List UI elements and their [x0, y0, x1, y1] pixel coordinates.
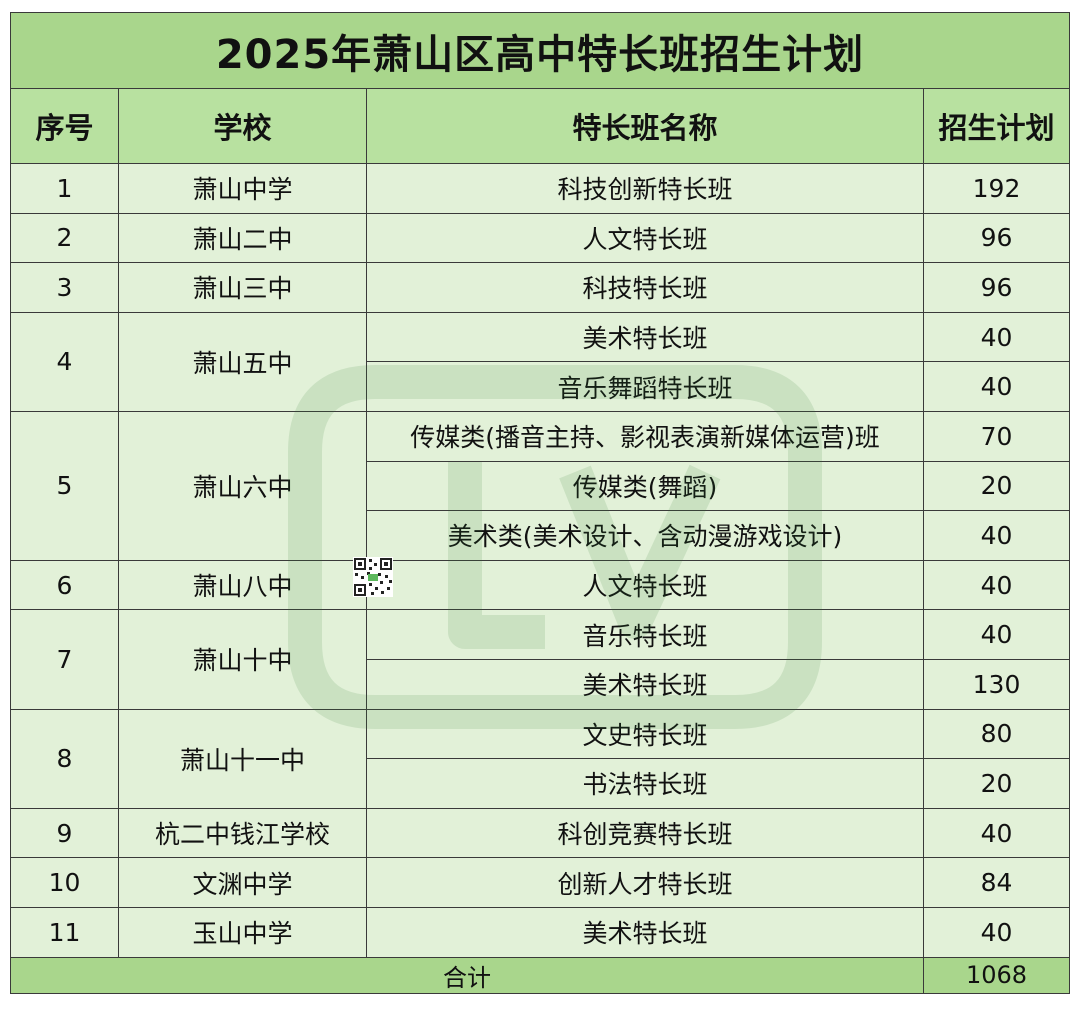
class-name: 美术特长班 — [366, 658, 924, 710]
table-body: 1 萧山中学 科技创新特长班 192 2 萧山二中 人文特长班 96 3 萧山三中 科技特长班 96 4… — [10, 163, 1071, 958]
row-number: 4 — [10, 311, 119, 412]
school-name: 萧山五中 — [118, 311, 367, 412]
total-label: 合计 — [10, 956, 924, 994]
class-name: 文史特长班 — [366, 708, 924, 760]
table-row: 7 萧山十中 音乐特长班 40 — [10, 609, 1071, 710]
row-number: 2 — [10, 212, 119, 264]
header-row: 序号 学校 特长班名称 招生计划 — [10, 88, 1071, 164]
enrollment-plan: 40 — [922, 559, 1071, 611]
row-number: 7 — [10, 609, 119, 710]
enrollment-plan: 40 — [922, 311, 1071, 363]
table-row: 9 杭二中钱江学校 科创竞赛特长班 40 — [10, 807, 1071, 859]
table-row: 4 萧山五中 美术特长班 40 — [10, 311, 1071, 412]
school-name: 萧山十中 — [118, 609, 367, 710]
school-name: 萧山十一中 — [118, 708, 367, 809]
total-row: 合计 1068 — [10, 956, 1071, 994]
school-name: 萧山二中 — [118, 212, 367, 264]
row-number: 9 — [10, 807, 119, 859]
enrollment-plan: 20 — [922, 460, 1071, 512]
table-row: 5 萧山六中 传媒类(播音主持、影视表演新媒体运营)班 70 — [10, 410, 1071, 561]
header-no: 序号 — [10, 88, 119, 164]
table-row: 6 萧山八中 人文特长班 40 — [10, 559, 1071, 611]
title-row: 2025年萧山区高中特长班招生计划 — [9, 12, 1071, 89]
enrollment-sheet: 2025年萧山区高中特长班招生计划 序号 学校 特长班名称 招生计划 1 萧山中学… — [9, 12, 1071, 1002]
enrollment-plan: 40 — [922, 510, 1071, 561]
enrollment-plan: 192 — [922, 163, 1071, 214]
row-number: 8 — [10, 708, 119, 809]
total-value: 1068 — [922, 956, 1071, 994]
class-name: 传媒类(播音主持、影视表演新媒体运营)班 — [366, 410, 924, 462]
table-row: 美术特长班 130 — [11, 658, 1071, 710]
class-name: 科技特长班 — [366, 262, 924, 313]
table-row: 书法特长班 20 — [11, 758, 1071, 809]
row-number: 6 — [10, 559, 119, 611]
class-name: 科技创新特长班 — [366, 163, 924, 214]
table-row: 11 玉山中学 美术特长班 40 — [10, 906, 1071, 958]
table-row: 1 萧山中学 科技创新特长班 192 — [10, 163, 1071, 214]
enrollment-table: 2025年萧山区高中特长班招生计划 序号 学校 特长班名称 招生计划 1 萧山中学… — [9, 12, 1071, 994]
class-name: 美术类(美术设计、含动漫游戏设计) — [366, 510, 924, 561]
row-number: 10 — [10, 857, 119, 908]
class-name: 创新人才特长班 — [366, 857, 924, 908]
row-number: 11 — [10, 906, 119, 958]
enrollment-plan: 40 — [922, 807, 1071, 859]
enrollment-plan: 70 — [922, 410, 1071, 462]
table-row: 10 文渊中学 创新人才特长班 84 — [10, 857, 1071, 908]
table-row: 8 萧山十一中 文史特长班 80 — [10, 708, 1071, 809]
class-name: 人文特长班 — [366, 559, 924, 611]
enrollment-plan: 96 — [922, 262, 1071, 313]
qr-code-icon — [353, 557, 393, 597]
class-name: 美术特长班 — [366, 906, 924, 958]
enrollment-plan: 40 — [922, 906, 1071, 958]
table-row: 3 萧山三中 科技特长班 96 — [10, 262, 1071, 313]
enrollment-plan: 80 — [922, 708, 1071, 760]
school-name: 文渊中学 — [118, 857, 367, 908]
table-row: 2 萧山二中 人文特长班 96 — [10, 212, 1071, 264]
row-number: 5 — [10, 410, 119, 561]
school-name: 萧山三中 — [118, 262, 367, 313]
school-name: 萧山八中 — [118, 559, 367, 611]
header-school: 学校 — [118, 88, 367, 164]
class-name: 科创竞赛特长班 — [366, 807, 924, 859]
table-title: 2025年萧山区高中特长班招生计划 — [9, 12, 1071, 89]
school-name: 杭二中钱江学校 — [118, 807, 367, 859]
enrollment-plan: 20 — [922, 758, 1071, 809]
enrollment-plan: 40 — [922, 609, 1071, 660]
class-name: 人文特长班 — [366, 212, 924, 264]
row-number: 1 — [10, 163, 119, 214]
class-name: 音乐舞蹈特长班 — [366, 361, 924, 412]
class-name: 书法特长班 — [366, 758, 924, 809]
enrollment-plan: 130 — [922, 658, 1071, 710]
enrollment-plan: 96 — [922, 212, 1071, 264]
school-name: 萧山六中 — [118, 410, 367, 561]
school-name: 玉山中学 — [118, 906, 367, 958]
header-plan: 招生计划 — [922, 88, 1071, 164]
header-class-name: 特长班名称 — [366, 88, 924, 164]
row-number: 3 — [10, 262, 119, 313]
enrollment-plan: 40 — [922, 361, 1071, 412]
table-row: 音乐舞蹈特长班 40 — [11, 361, 1071, 412]
class-name: 音乐特长班 — [366, 609, 924, 660]
enrollment-plan: 84 — [922, 857, 1071, 908]
class-name: 传媒类(舞蹈) — [366, 460, 924, 512]
school-name: 萧山中学 — [118, 163, 367, 214]
table-row: 美术类(美术设计、含动漫游戏设计) 40 — [11, 510, 1071, 561]
class-name: 美术特长班 — [366, 311, 924, 363]
